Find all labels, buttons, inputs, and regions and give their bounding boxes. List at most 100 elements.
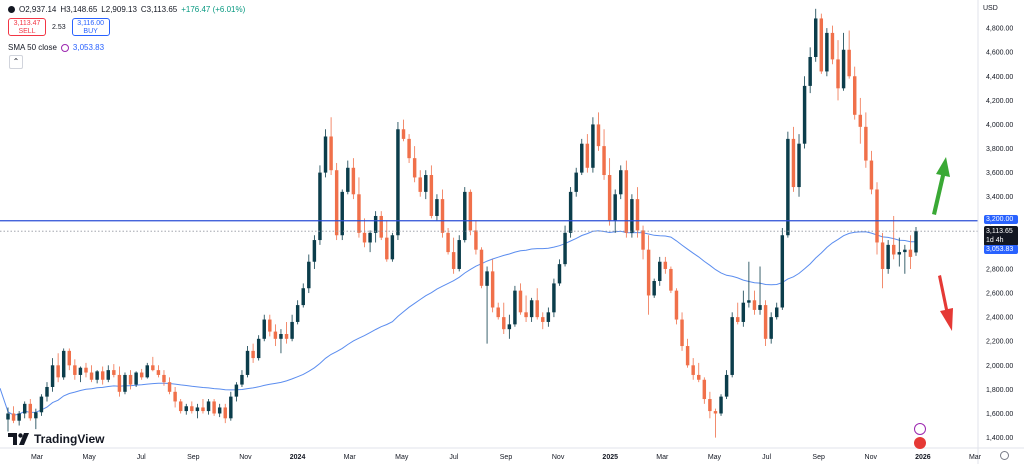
candle-body: [914, 231, 918, 253]
candle: [580, 138, 584, 176]
candle-body: [284, 333, 289, 339]
candle: [401, 119, 406, 142]
candle-body: [128, 374, 133, 385]
candle: [658, 256, 662, 286]
candle: [162, 370, 166, 386]
sell-button[interactable]: 3,113.47 SELL: [8, 18, 46, 36]
sma-50-line: [0, 230, 916, 416]
candle: [201, 399, 205, 414]
candle-body: [602, 146, 606, 176]
candle-body: [212, 401, 216, 414]
x-tick-label: 2026: [915, 454, 931, 461]
candle-body: [702, 379, 707, 400]
candle-body: [123, 374, 127, 392]
currency-label[interactable]: USD: [983, 5, 998, 12]
candle: [178, 399, 183, 414]
sell-price: 3,113.47: [13, 20, 41, 27]
candle-body: [84, 367, 88, 373]
candle: [602, 129, 606, 180]
candle-body: [802, 85, 807, 144]
candle-body: [223, 407, 227, 419]
candle: [496, 302, 500, 320]
candle: [295, 300, 300, 325]
candle-body: [323, 136, 328, 173]
candle-body: [524, 312, 528, 318]
y-tick-label: 1,800.00: [986, 387, 1013, 394]
candle: [323, 129, 328, 178]
x-tick-label: Jul: [449, 454, 458, 461]
candle-body: [162, 374, 166, 383]
candle: [245, 346, 250, 378]
candle-body: [641, 230, 645, 250]
candle-body: [78, 367, 83, 375]
candle-body: [891, 244, 896, 255]
candle: [875, 182, 879, 255]
candle: [396, 122, 400, 241]
candle-body: [351, 167, 356, 195]
candle-body: [312, 240, 317, 262]
candle-body: [635, 199, 640, 231]
indicator-settings-icon[interactable]: [60, 43, 69, 52]
candle-body: [56, 365, 60, 378]
x-tick-label: Jul: [762, 454, 771, 461]
candle: [880, 232, 885, 289]
candle: [284, 321, 289, 344]
candle-body: [340, 191, 344, 236]
flag-event-icon[interactable]: [914, 437, 926, 449]
candle-body: [680, 319, 684, 347]
candle-body: [736, 317, 740, 322]
candle: [669, 266, 673, 294]
candle: [357, 177, 361, 238]
y-tick-label: 4,600.00: [986, 50, 1013, 57]
candle: [373, 211, 378, 243]
candle-body: [619, 170, 623, 195]
candle: [390, 232, 395, 262]
candle-body: [529, 300, 534, 318]
candle: [852, 66, 857, 120]
ohlc-legend: O2,937.14 H3,148.65 L2,909.13 C3,113.65 …: [8, 5, 245, 14]
buy-button[interactable]: 3,116.00 BUY: [71, 18, 110, 36]
candle: [429, 165, 434, 219]
candle-body: [786, 138, 790, 236]
candle-body: [479, 249, 484, 286]
candle-body: [468, 191, 473, 231]
candle-body: [685, 346, 690, 366]
candle: [719, 394, 723, 416]
candle: [513, 285, 517, 327]
candle-body: [145, 365, 149, 378]
sma-legend[interactable]: SMA 50 close 3,053.83: [8, 43, 104, 52]
candle-body: [290, 321, 294, 339]
candle: [190, 401, 194, 414]
candle-body: [268, 319, 272, 332]
candle: [563, 225, 567, 267]
event-marker-icon[interactable]: [914, 423, 926, 435]
candle: [897, 237, 902, 267]
brand-logo[interactable]: TradingView: [8, 432, 104, 446]
candle: [385, 220, 389, 262]
candle-body: [457, 240, 461, 269]
candle-body: [240, 374, 244, 385]
chart-settings-icon[interactable]: [1000, 451, 1009, 460]
candle: [78, 366, 83, 383]
y-tick-label: 3,600.00: [986, 170, 1013, 177]
candle-body: [184, 406, 188, 412]
candle: [67, 348, 72, 371]
candle-body: [908, 249, 913, 257]
candle-body: [869, 160, 874, 190]
candle: [56, 353, 60, 383]
collapse-legend-button[interactable]: ⌃: [9, 55, 23, 69]
candle-body: [513, 290, 517, 325]
last-price: 3,113.65: [986, 228, 1013, 236]
candle: [652, 278, 656, 298]
candle-body: [117, 374, 122, 392]
candle-body: [95, 371, 99, 380]
candle: [786, 131, 790, 238]
candle: [117, 366, 122, 397]
candle-body: [490, 271, 495, 308]
candle: [886, 240, 890, 274]
candle: [17, 411, 21, 426]
candle: [702, 377, 707, 404]
candle-body: [229, 396, 233, 419]
candle-body: [6, 413, 10, 420]
